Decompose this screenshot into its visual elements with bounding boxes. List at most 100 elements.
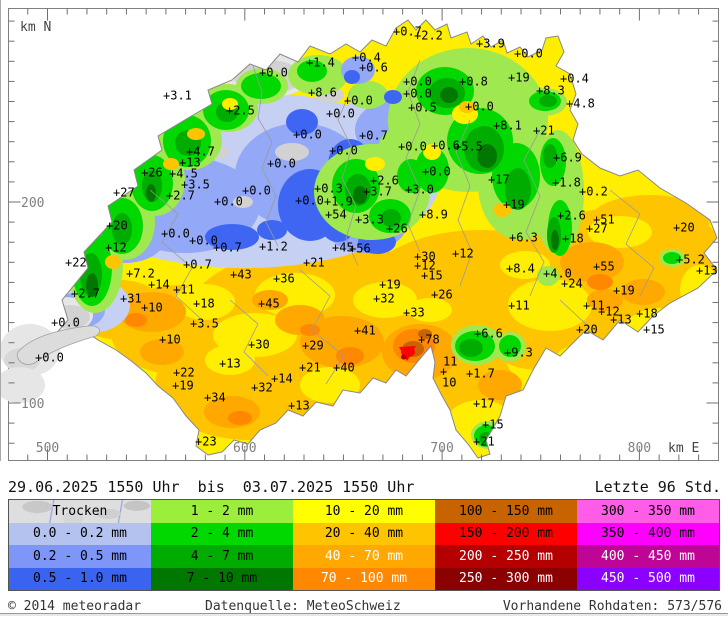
station-value: +1.9 [324, 195, 353, 209]
station-value: +8.6 [308, 86, 337, 100]
station-value: +0.7 [213, 241, 242, 255]
legend-cell: 20 - 40 mm [293, 522, 435, 545]
legend-cell-label: 300 - 350 mm [601, 503, 695, 519]
legend-cell: 0.2 - 0.5 mm [9, 545, 151, 568]
axis-tick-label: 200 [21, 196, 44, 211]
station-value: +20 [576, 323, 598, 337]
station-value: +0.0 [267, 157, 296, 171]
station-value: +27 [113, 186, 135, 200]
station-value: +12 [105, 241, 127, 255]
station-value: +0.2 [579, 185, 608, 199]
station-value: +54 [325, 208, 347, 222]
period-range-label: Letzte 96 Std. [594, 478, 721, 496]
station-value: +15 [482, 418, 504, 432]
station-value: +0.0 [398, 140, 427, 154]
station-value: +0.0 [51, 316, 80, 330]
station-value: +0.0 [403, 75, 432, 89]
station-value: +20 [106, 219, 128, 233]
legend-cell-label: 40 - 70 mm [324, 548, 404, 564]
station-value: +0.0 [422, 165, 451, 179]
station-value: +19 [172, 379, 194, 393]
station-value: +21 [533, 124, 555, 138]
station-value: +0.7 [393, 25, 422, 39]
legend-cell: 2 - 4 mm [151, 522, 293, 545]
station-value: +8.9 [419, 208, 448, 222]
station-value: +0.0 [293, 128, 322, 142]
station-value: +11 [508, 299, 530, 313]
red-peak-marker [399, 346, 416, 361]
station-value: +0.0 [259, 66, 288, 80]
precipitation-legend: Trocken 0.0 - 0.2 mm 0.2 - 0.5 mm 0.5 - 1.0… [8, 499, 720, 591]
station-value: +14 [271, 372, 293, 386]
period-bar: 29.06.2025 1550 Uhr bis 03.07.2025 1550 … [8, 478, 721, 496]
canton-borders [149, 59, 655, 385]
station-value: +51 [593, 213, 615, 227]
page-bottom-edge [0, 613, 728, 616]
legend-cell: 70 - 100 mm [293, 567, 435, 590]
station-value: +3.3 [355, 213, 384, 227]
station-value: +55 [593, 260, 615, 274]
legend-cell-label: 70 - 100 mm [320, 571, 408, 587]
lake-geneva [16, 325, 101, 365]
legend-cell-label: 0.0 - 0.2 mm [33, 526, 127, 542]
legend-cell: 100 - 150 mm [435, 500, 577, 523]
station-value: +2.6 [557, 209, 586, 223]
footer-bar: © 2014 meteoradar Datenquelle: MeteoSchw… [0, 599, 728, 615]
station-value: +18 [562, 232, 584, 246]
station-value: +13 [610, 313, 632, 327]
station-value: +5.2 [676, 253, 705, 267]
station-value: +11 [173, 283, 195, 297]
station-value: +22 [65, 256, 87, 270]
station-value: +0.7 [359, 129, 388, 143]
legend-cell-label: Trocken [52, 503, 108, 519]
station-value: +2.2 [414, 29, 443, 43]
station-value: +0.0 [189, 234, 218, 248]
station-value: +14 [148, 278, 170, 292]
station-value: +0.8 [459, 75, 488, 89]
legend-cell-label: 4 - 7 mm [190, 548, 254, 564]
station-value: +0.6 [359, 61, 388, 75]
station-value: 11 [443, 355, 457, 369]
precipitation-map: km N km E 500 600 700 800 200 100 +0.0 +1.4 +8.… [0, 8, 719, 461]
legend-cell-label: 100 - 150 mm [459, 503, 553, 519]
axis-tick-label: 800 [628, 441, 651, 456]
station-value: +33 [403, 306, 425, 320]
station-value: +32 [251, 381, 273, 395]
station-value: +1.7 [466, 367, 495, 381]
station-value: +2.7 [166, 189, 195, 203]
country-outline [28, 19, 718, 459]
station-value: +6.6 [474, 327, 503, 341]
station-value: +0.6 [431, 139, 460, 153]
legend-cell: 400 - 450 mm [577, 545, 719, 568]
station-value: +36 [273, 272, 295, 286]
copyright-text: © 2014 meteoradar [8, 599, 142, 614]
station-value: +15 [643, 323, 665, 337]
station-value: +30 [414, 250, 436, 264]
legend-cell-label: 0.2 - 0.5 mm [33, 548, 127, 564]
page-left-edge [0, 0, 1, 461]
axis-tick-label: 500 [36, 441, 59, 456]
station-value: +2.5 [226, 104, 255, 118]
legend-cell: 450 - 500 mm [577, 567, 719, 590]
station-value: +0.0 [326, 107, 355, 121]
station-value: +0.7 [183, 258, 212, 272]
station-value: +13 [219, 357, 241, 371]
station-value: +0.0 [242, 184, 271, 198]
station-value: +19 [503, 198, 525, 212]
legend-cell: 200 - 250 mm [435, 545, 577, 568]
rawdata-text: Vorhandene Rohdaten: 573/576 [502, 599, 722, 614]
station-value: +4.0 [543, 267, 572, 281]
station-value: + [440, 365, 447, 379]
station-value: +3.0 [405, 183, 434, 197]
station-value: +21 [303, 256, 325, 270]
station-value: +0.0 [35, 351, 64, 365]
station-value: +10 [159, 333, 181, 347]
station-value: +45 [332, 241, 354, 255]
station-value: +12 [414, 259, 436, 273]
station-value: +0.0 [344, 94, 373, 108]
legend-cell: 300 - 350 mm [577, 500, 719, 523]
station-value: +2.7 [71, 287, 100, 301]
legend-cell: 4 - 7 mm [151, 545, 293, 568]
station-value: +15 [421, 269, 443, 283]
station-value: +0.3 [314, 182, 343, 196]
